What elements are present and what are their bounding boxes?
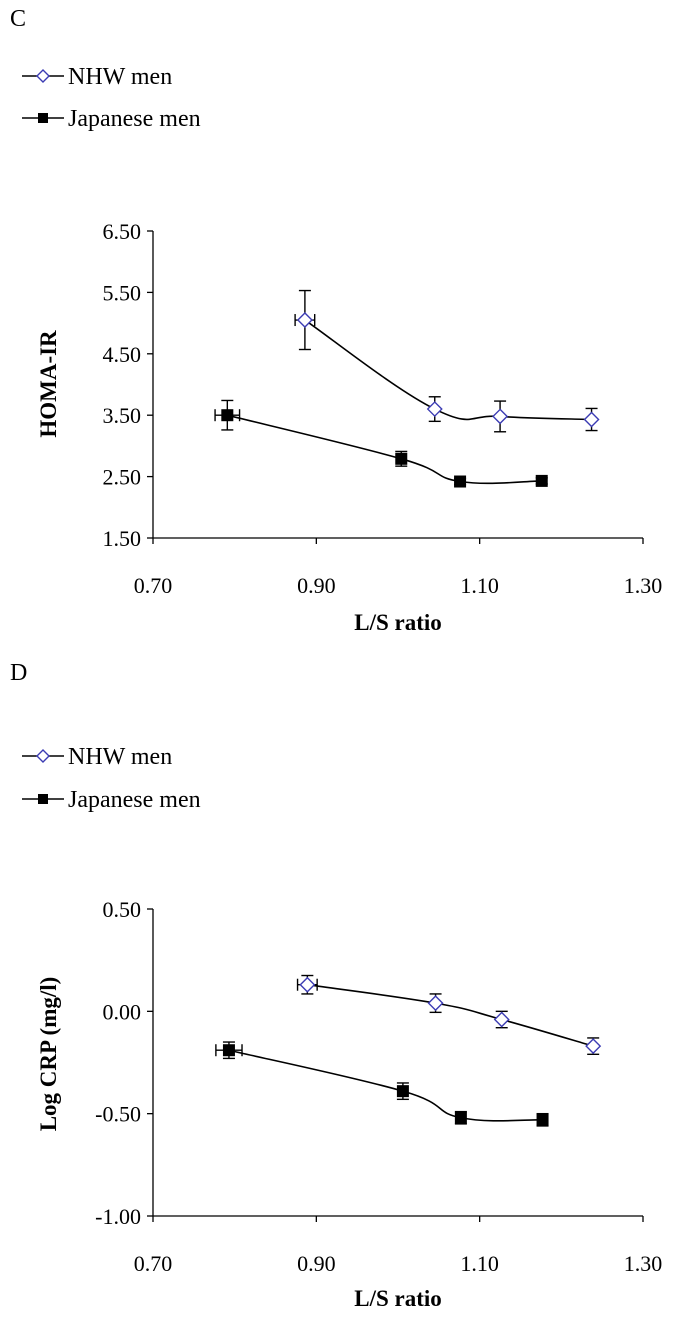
legend: NHW men Japanese men	[22, 64, 201, 132]
data-point-japanese	[535, 474, 548, 487]
legend-marker-nhw	[36, 749, 50, 763]
data-point-japanese	[454, 475, 467, 488]
y-tick-label: 6.50	[103, 219, 142, 244]
data-point-nhw	[493, 1011, 510, 1028]
panel-letter: C	[10, 6, 26, 32]
data-point-japanese	[396, 1085, 409, 1098]
data-point-nhw	[583, 411, 600, 428]
x-tick-label: 0.90	[297, 573, 336, 598]
axes: 1.50 2.50 3.50 4.50 5.50 6.50 0.70 0.90 1.10 1.30	[103, 219, 663, 598]
y-axis-title: Log CRP (mg/l)	[36, 977, 61, 1132]
data-point-nhw	[426, 401, 443, 418]
legend-label-nhw: NHW men	[68, 744, 172, 770]
x-tick-label: 0.70	[134, 1251, 173, 1276]
y-tick-label: -0.50	[95, 1102, 141, 1127]
data-point-japanese	[221, 409, 234, 422]
x-tick-label: 1.10	[460, 573, 499, 598]
y-tick-label: 0.00	[103, 999, 142, 1024]
legend: NHW men Japanese men	[22, 744, 201, 813]
data-point-japanese	[454, 1111, 467, 1124]
data-point-nhw	[299, 976, 316, 993]
y-tick-label: 5.50	[103, 280, 142, 305]
y-tick-label: 0.50	[103, 897, 142, 922]
series-line-nhw	[304, 319, 592, 421]
data-point-nhw	[492, 408, 509, 425]
series-japanese	[214, 399, 548, 488]
legend-label-nhw: NHW men	[68, 64, 172, 90]
series-line-japanese	[227, 414, 542, 485]
series-line-japanese	[228, 1049, 543, 1122]
y-tick-label: 1.50	[103, 526, 142, 551]
data-point-nhw	[296, 312, 313, 329]
y-axis-title: HOMA-IR	[36, 330, 61, 438]
data-point-nhw	[427, 995, 444, 1012]
x-axis-title: L/S ratio	[354, 1286, 442, 1311]
series-nhw	[296, 974, 602, 1056]
y-tick-label: -1.00	[95, 1204, 141, 1229]
axes: -1.00 -0.50 0.00 0.50 0.70 0.90 1.10 1.30	[95, 897, 662, 1276]
legend-marker-nhw	[36, 69, 50, 83]
series-japanese	[215, 1041, 549, 1127]
marks	[214, 289, 600, 488]
x-tick-label: 1.30	[624, 1251, 663, 1276]
marks	[215, 974, 602, 1127]
y-tick-label: 2.50	[103, 465, 142, 490]
data-point-japanese	[395, 452, 408, 465]
y-tick-label: 3.50	[103, 403, 142, 428]
x-tick-label: 1.30	[624, 573, 663, 598]
y-tick-label: 4.50	[103, 342, 142, 367]
data-point-nhw	[585, 1038, 602, 1055]
panel-d: D NHW men Japanese men -1.00 -0.50 0.00 0.5…	[10, 660, 662, 1311]
series-nhw	[294, 289, 600, 433]
x-tick-label: 0.90	[297, 1251, 336, 1276]
legend-label-japanese: Japanese men	[68, 787, 201, 813]
legend-marker-japanese	[38, 113, 48, 123]
x-tick-label: 0.70	[134, 573, 173, 598]
data-point-japanese	[222, 1044, 235, 1057]
series-line-nhw	[307, 983, 594, 1047]
legend-marker-japanese	[38, 794, 48, 804]
x-axis-title: L/S ratio	[354, 610, 442, 635]
panel-letter: D	[10, 660, 27, 686]
panel-c: C NHW men Japanese men 1.50 2.50 3.50 4.50 5…	[10, 6, 662, 635]
data-point-japanese	[536, 1113, 549, 1126]
legend-label-japanese: Japanese men	[68, 106, 201, 132]
x-tick-label: 1.10	[460, 1251, 499, 1276]
